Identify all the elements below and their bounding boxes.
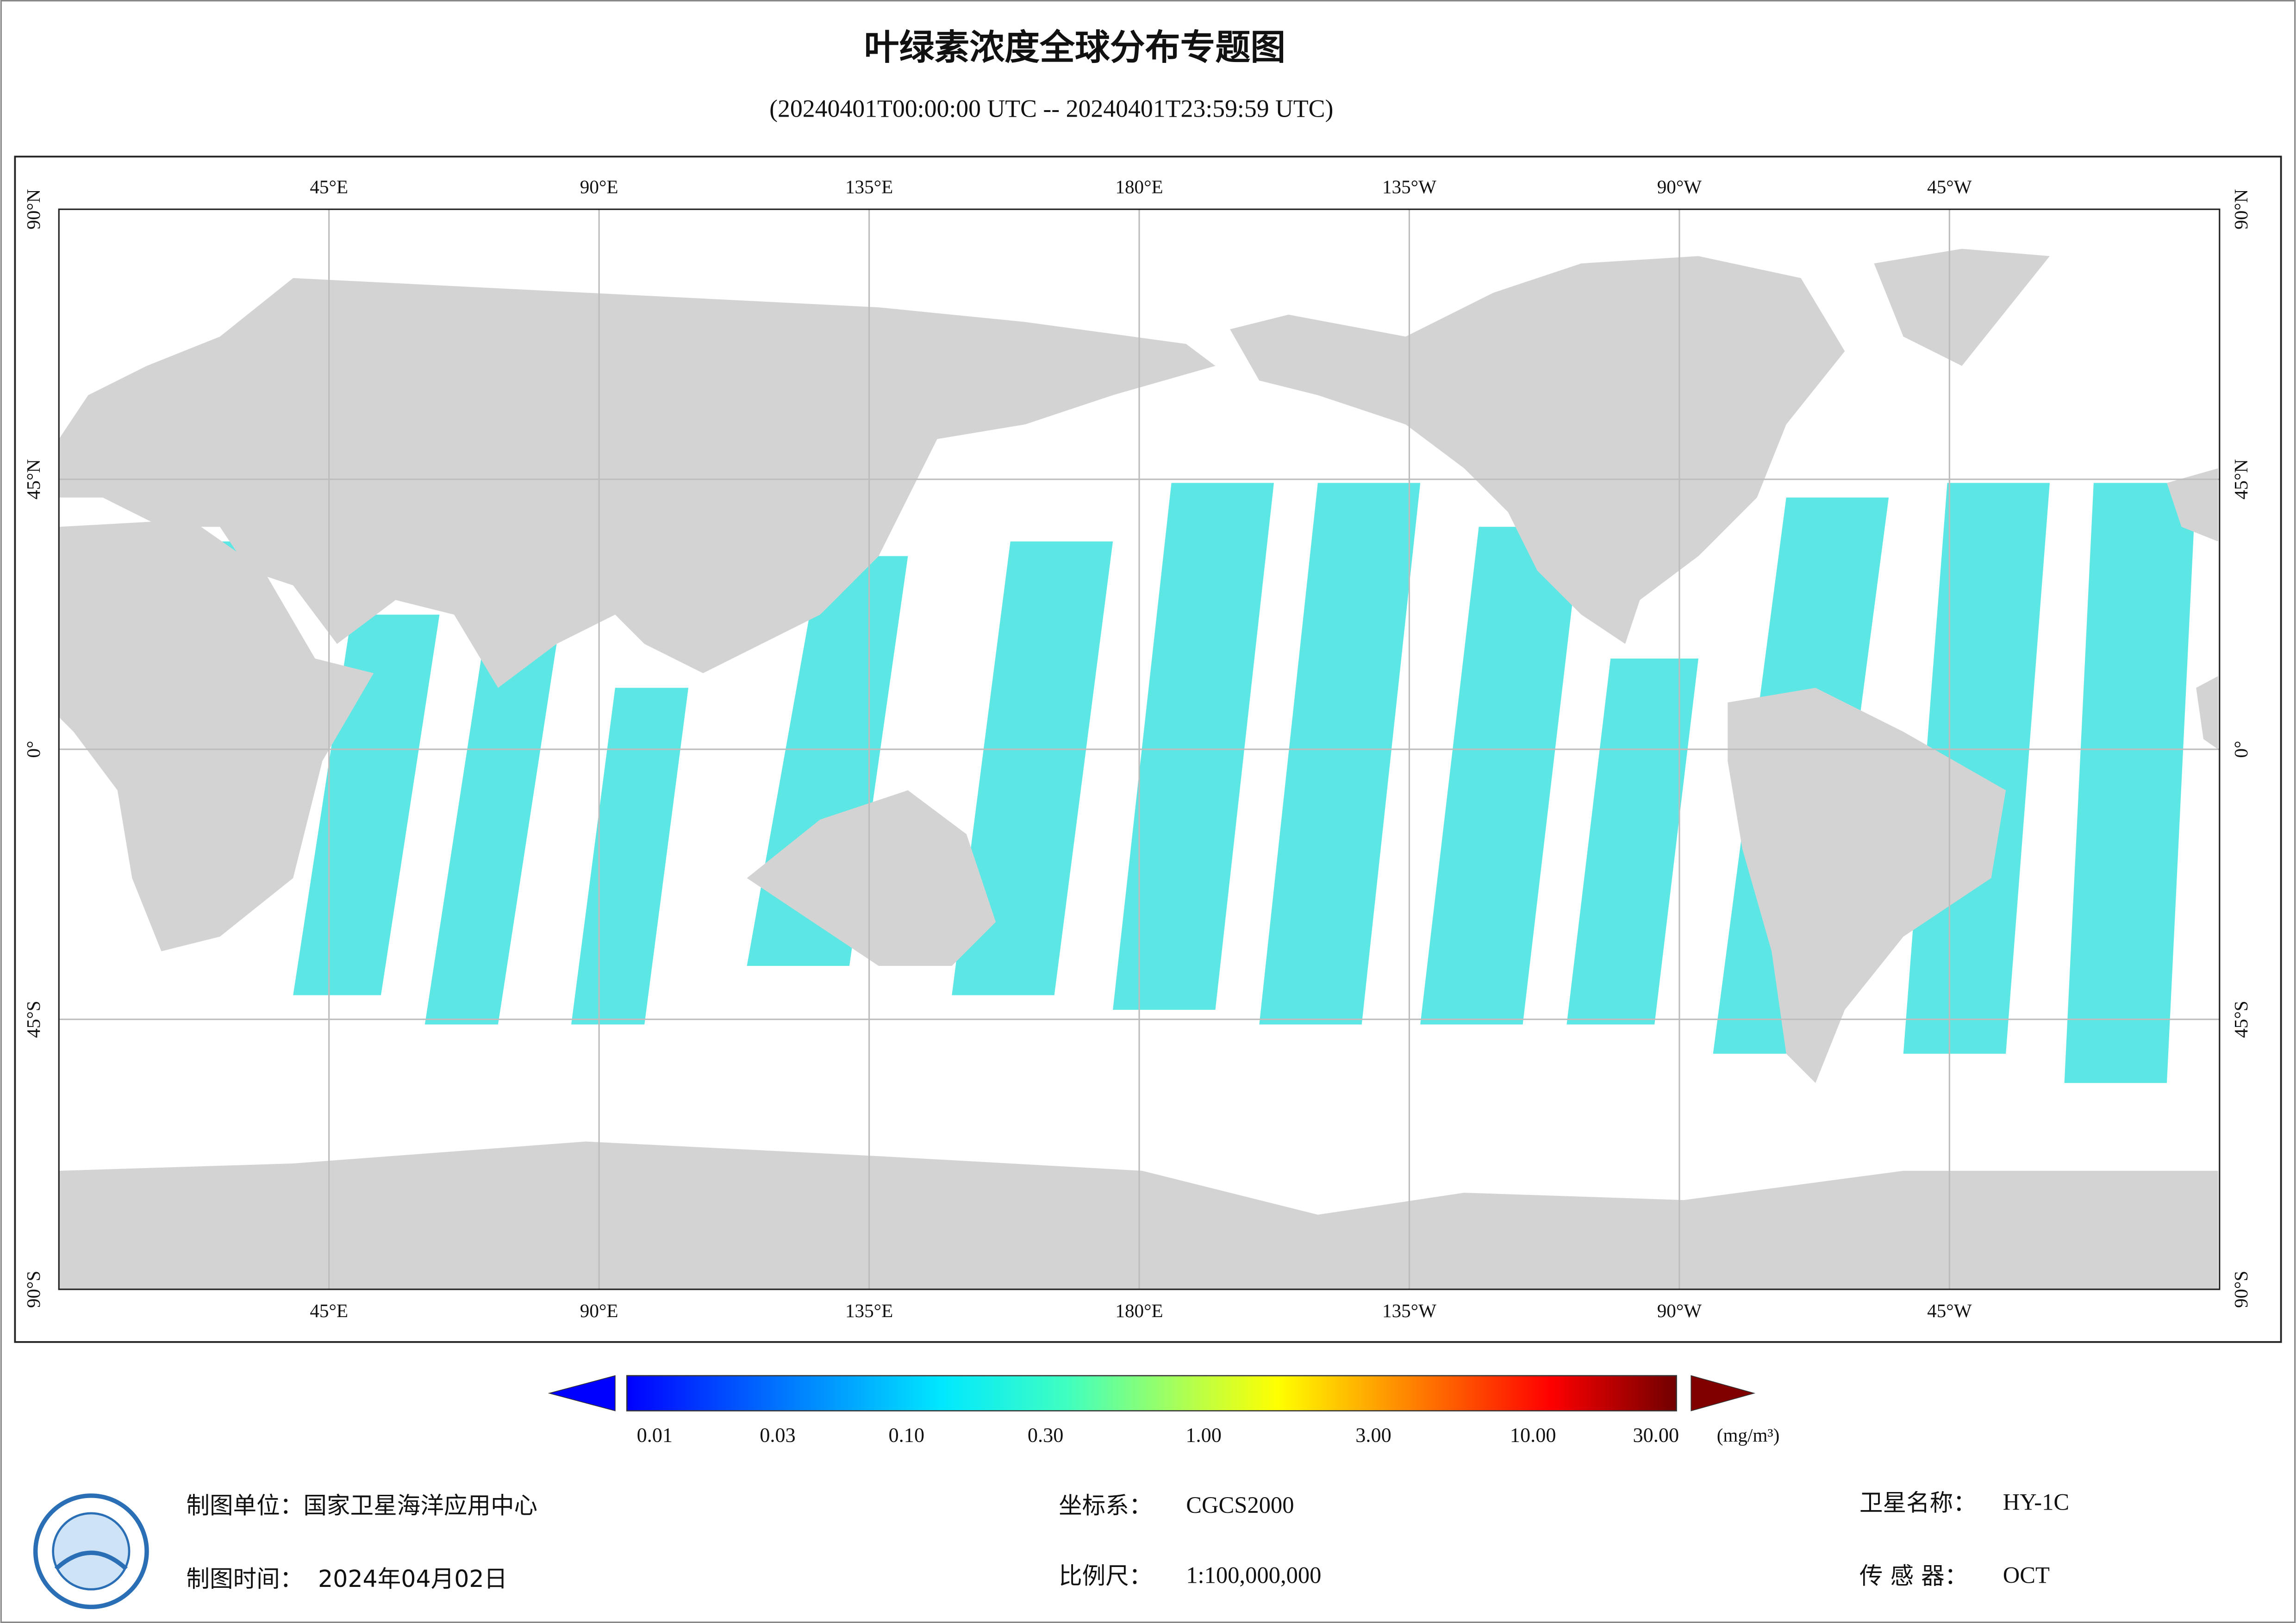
colorbar-label: 0.10: [888, 1424, 924, 1447]
lat-label-left: 0°: [23, 741, 44, 758]
scale: 1:100,000,000: [1186, 1562, 1321, 1588]
scale-label: 比例尺：: [1059, 1562, 1152, 1589]
swath: [1259, 483, 1421, 1025]
lon-label-top: 45°W: [1927, 176, 1972, 197]
swath: [424, 644, 557, 1025]
colorbar-label: 1.00: [1185, 1424, 1221, 1447]
swath: [1420, 527, 1582, 1025]
crs-label: 坐标系：: [1059, 1492, 1152, 1519]
lat-label-left: 45°S: [23, 1001, 44, 1038]
lat-label-left: 45°N: [23, 459, 44, 499]
europe-west: [2166, 468, 2218, 542]
colorbar-label: 10.00: [1510, 1424, 1556, 1447]
lon-label-top: 90°E: [580, 176, 618, 197]
lon-label-top: 90°W: [1657, 176, 1702, 197]
crs: CGCS2000: [1186, 1492, 1294, 1518]
swath: [293, 615, 440, 995]
lat-label-left: 90°N: [23, 189, 44, 230]
colorbar-label: 30.00: [1633, 1424, 1679, 1447]
colorbar-unit: (mg/m³): [1717, 1424, 1780, 1446]
sat: HY-1C: [2003, 1489, 2069, 1515]
lat-label-right: 90°N: [2230, 189, 2252, 230]
subtitle: (20240401T00:00:00 UTC -- 20240401T23:59…: [769, 95, 1333, 123]
date: 2024年04月02日: [318, 1565, 507, 1592]
sensor-label: 传 感 器：: [1859, 1562, 1968, 1589]
lon-label-bottom: 135°E: [845, 1300, 893, 1321]
colorbar-label: 3.00: [1355, 1424, 1391, 1447]
sensor: OCT: [2003, 1562, 2050, 1588]
date-label: 制图时间：: [186, 1565, 303, 1592]
eurasia: [59, 278, 1216, 688]
colorbar-label: 0.30: [1028, 1424, 1063, 1447]
colorbar: 0.01 0.03 0.10 0.30 1.00 3.00 10.00 30.00 (mg/m³…: [548, 1375, 1780, 1447]
lon-label-bottom: 180°E: [1115, 1300, 1163, 1321]
lat-label-right: 45°N: [2230, 459, 2252, 499]
swath: [2064, 483, 2196, 1083]
lon-label-top: 135°E: [845, 176, 893, 197]
lon-label-bottom: 45°W: [1927, 1300, 1972, 1321]
greenland: [1874, 249, 2050, 366]
lon-label-top: 135°W: [1382, 176, 1436, 197]
swath: [1113, 483, 1274, 1010]
lon-label-top: 45°E: [310, 176, 348, 197]
org: 国家卫星海洋应用中心: [303, 1492, 537, 1519]
africa: [59, 519, 374, 951]
graticule: 45°E 45°E 90°E 90°E 135°E 135°E 180°E 180°E 135°…: [23, 176, 2252, 1321]
footer: 制图单位： 国家卫星海洋应用中心 坐标系： CGCS2000 卫星名称： HY-…: [33, 1489, 2069, 1609]
title: 叶绿素浓度全球分布专题图: [864, 27, 1286, 68]
lat-label-left: 90°S: [23, 1271, 44, 1308]
colorbar-over-arrow: [1691, 1375, 1756, 1412]
lon-label-bottom: 90°W: [1657, 1300, 1702, 1321]
lat-label-right: 90°S: [2230, 1271, 2252, 1308]
logo-wave: [54, 1550, 128, 1571]
org-label: 制图单位：: [186, 1492, 303, 1519]
lon-label-bottom: 90°E: [580, 1300, 618, 1321]
lat-label-right: 0°: [2230, 741, 2252, 758]
lon-label-bottom: 45°E: [310, 1300, 348, 1321]
lon-label-bottom: 135°W: [1382, 1300, 1436, 1321]
sat-label: 卫星名称：: [1859, 1489, 1977, 1516]
colorbar-label: 0.03: [760, 1424, 795, 1447]
colorbar-label: 0.01: [637, 1424, 673, 1447]
map-border: [58, 208, 2221, 1290]
lat-label-right: 45°S: [2230, 1001, 2252, 1038]
africa-west: [2196, 676, 2218, 750]
south-america: [1728, 688, 2006, 1083]
australia: [747, 790, 996, 966]
north-america: [1230, 256, 1845, 644]
swath: [571, 688, 689, 1025]
lon-label-top: 180°E: [1115, 176, 1163, 197]
swath: [952, 541, 1113, 995]
colorbar-ramp: [626, 1375, 1677, 1412]
colorbar-under-arrow: [548, 1375, 616, 1412]
